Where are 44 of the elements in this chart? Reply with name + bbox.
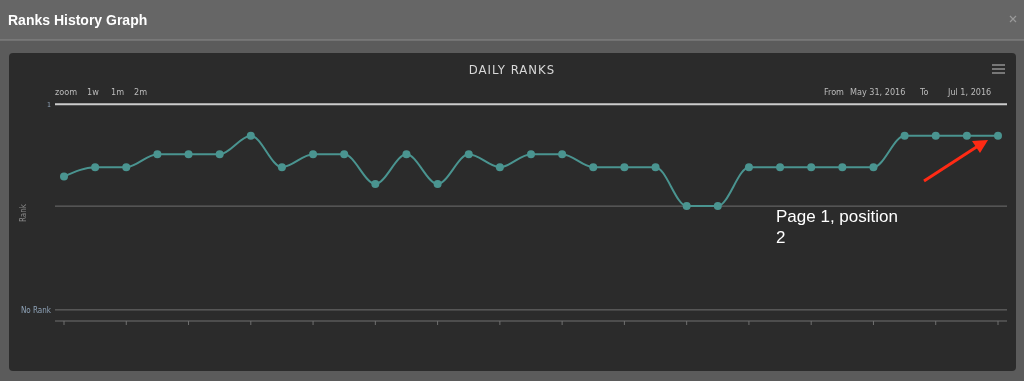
point: [122, 163, 131, 172]
point: [60, 172, 68, 181]
ref-line-label: No Rank: [20, 305, 52, 315]
point: [651, 163, 660, 172]
text: 2m: [134, 87, 148, 97]
point: [589, 163, 598, 172]
text: To: [919, 87, 929, 97]
annotation: Page 1, position 2: [776, 207, 898, 247]
text: May 31, 2016: [850, 87, 906, 97]
point: [869, 163, 878, 172]
point: [527, 150, 535, 159]
point: [402, 150, 411, 159]
point: [900, 131, 909, 140]
point: [495, 163, 504, 172]
point: [931, 131, 940, 140]
point: [153, 150, 162, 159]
point: [277, 163, 286, 172]
point: [558, 150, 567, 159]
text: zoom: [55, 87, 78, 97]
point: [340, 150, 349, 159]
point: [744, 163, 753, 172]
point: [215, 150, 224, 159]
point: [713, 202, 722, 211]
y-axis-title: Rank: [19, 203, 28, 222]
point: [962, 131, 971, 140]
point: [682, 202, 691, 211]
point: [184, 150, 193, 159]
chart-subtitle: DAILY RANKS: [468, 62, 556, 77]
point: [620, 163, 629, 172]
point: [91, 163, 100, 172]
point: [309, 150, 318, 159]
text: 1m: [111, 87, 125, 97]
point: [433, 179, 442, 188]
point: [838, 163, 847, 172]
point: [464, 150, 473, 159]
text: Jul 1, 2016: [947, 87, 992, 97]
text: 1w: [87, 87, 100, 97]
point: [807, 163, 816, 172]
text: From: [824, 87, 845, 97]
point: [371, 179, 380, 188]
chart-title: Ranks History Graph: [8, 12, 148, 28]
point: [246, 131, 255, 140]
point: [994, 131, 1002, 140]
point: [776, 163, 785, 172]
